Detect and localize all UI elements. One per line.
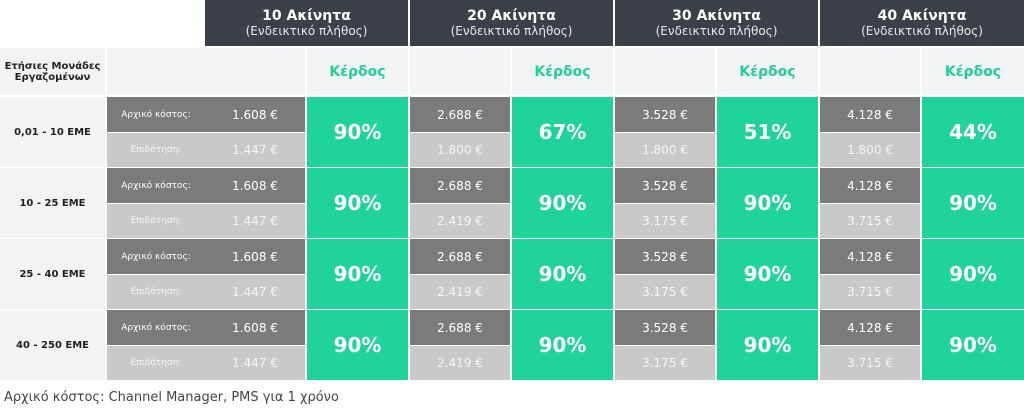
profit-value: 90%	[717, 168, 818, 238]
profit-value: 90%	[922, 310, 1024, 380]
subsidy-value: 1.800 €	[820, 133, 920, 167]
cost-value: 2.688 €	[410, 239, 510, 274]
subsidy-label: Επιδότηση:	[107, 346, 205, 380]
footnote: Αρχικό κόστος: Channel Manager, PMS για …	[4, 390, 339, 405]
subsidy-value: 3.715 €	[820, 204, 920, 238]
cost-value: 1.608 €	[205, 168, 305, 203]
cost-value: 3.528 €	[615, 310, 715, 345]
subsidy-value: 2.419 €	[410, 346, 510, 380]
column-subtitle: (Ενδεικτικό πλήθος)	[450, 24, 573, 38]
cost-value: 2.688 €	[410, 168, 510, 203]
cost-value: 1.608 €	[205, 310, 305, 345]
blank	[205, 48, 305, 95]
cost-label: Αρχικό κόστος:	[107, 97, 205, 132]
column-header: 20 Ακίνητα (Ενδεικτικό πλήθος)	[410, 0, 613, 46]
subsidy-value: 1.447 €	[205, 133, 305, 167]
subsidy-value: 2.419 €	[410, 204, 510, 238]
column-subtitle: (Ενδεικτικό πλήθος)	[655, 24, 778, 38]
row-label: 25 - 40 ΕΜΕ	[0, 239, 105, 309]
profit-value: 90%	[512, 239, 613, 309]
cost-value: 1.608 €	[205, 239, 305, 274]
cost-value: 2.688 €	[410, 310, 510, 345]
profit-value: 90%	[922, 168, 1024, 238]
cost-value: 4.128 €	[820, 310, 920, 345]
column-title: 20 Ακίνητα	[467, 8, 556, 24]
profit-value: 90%	[307, 310, 408, 380]
subsidy-label: Επιδότηση:	[107, 133, 205, 167]
column-header: 40 Ακίνητα (Ενδεικτικό πλήθος)	[820, 0, 1024, 46]
profit-label: Κέρδος	[717, 48, 818, 95]
row-label: 10 - 25 ΕΜΕ	[0, 168, 105, 238]
profit-label: Κέρδος	[307, 48, 408, 95]
blank	[820, 48, 920, 95]
profit-value: 90%	[922, 239, 1024, 309]
profit-value: 90%	[512, 168, 613, 238]
column-title: 10 Ακίνητα	[262, 8, 351, 24]
column-header: 10 Ακίνητα (Ενδεικτικό πλήθος)	[205, 0, 408, 46]
cost-value: 4.128 €	[820, 168, 920, 203]
cost-value: 4.128 €	[820, 239, 920, 274]
subsidy-label: Επιδότηση:	[107, 275, 205, 309]
profit-value: 90%	[717, 239, 818, 309]
profit-value: 90%	[512, 310, 613, 380]
cost-label: Αρχικό κόστος:	[107, 168, 205, 203]
subsidy-value: 1.447 €	[205, 275, 305, 309]
column-title: 40 Ακίνητα	[877, 8, 967, 24]
row-label: 0,01 - 10 ΕΜΕ	[0, 97, 105, 167]
cost-label: Αρχικό κόστος:	[107, 310, 205, 345]
subsidy-value: 1.447 €	[205, 204, 305, 238]
subsidy-value: 3.175 €	[615, 204, 715, 238]
cost-label: Αρχικό κόστος:	[107, 239, 205, 274]
column-header: 30 Ακίνητα (Ενδεικτικό πλήθος)	[615, 0, 818, 46]
subsidy-value: 3.175 €	[615, 275, 715, 309]
column-subtitle: (Ενδεικτικό πλήθος)	[245, 24, 368, 38]
profit-label: Κέρδος	[512, 48, 613, 95]
subsidy-value: 1.800 €	[410, 133, 510, 167]
subsidy-label: Επιδότηση:	[107, 204, 205, 238]
subsidy-value: 3.175 €	[615, 346, 715, 380]
blank	[615, 48, 715, 95]
subsidy-value: 1.800 €	[615, 133, 715, 167]
cost-value: 3.528 €	[615, 97, 715, 132]
profit-value: 44%	[922, 97, 1024, 167]
cost-value: 3.528 €	[615, 168, 715, 203]
row-label: 40 - 250 ΕΜΕ	[0, 310, 105, 380]
cost-value: 2.688 €	[410, 97, 510, 132]
cost-value: 4.128 €	[820, 97, 920, 132]
column-title: 30 Ακίνητα	[672, 8, 761, 24]
cost-value: 3.528 €	[615, 239, 715, 274]
subsidy-value: 3.715 €	[820, 346, 920, 380]
profit-label: Κέρδος	[922, 48, 1024, 95]
subsidy-value: 1.447 €	[205, 346, 305, 380]
profit-value: 67%	[512, 97, 613, 167]
profit-value: 90%	[307, 97, 408, 167]
profit-value: 90%	[307, 239, 408, 309]
profit-value: 90%	[307, 168, 408, 238]
blank	[107, 48, 205, 95]
subsidy-value: 3.715 €	[820, 275, 920, 309]
row-header-label: Ετήσιες Μονάδες Εργαζομένων	[0, 48, 105, 95]
subsidy-value: 2.419 €	[410, 275, 510, 309]
cost-value: 1.608 €	[205, 97, 305, 132]
profit-value: 90%	[717, 310, 818, 380]
profit-value: 51%	[717, 97, 818, 167]
blank	[410, 48, 510, 95]
column-subtitle: (Ενδεικτικό πλήθος)	[861, 24, 983, 38]
